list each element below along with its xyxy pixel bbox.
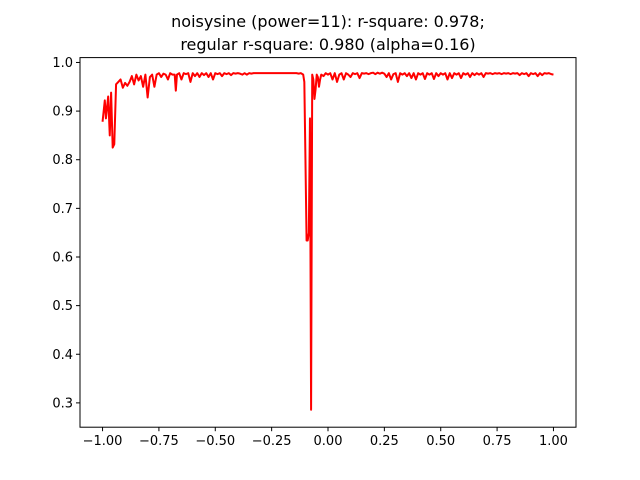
- x-tick-label: 0.00: [314, 434, 343, 449]
- y-tick-label: 0.9: [52, 105, 73, 120]
- x-axis: −1.00 −0.75 −0.50 −0.25 0.00 0.25 0.50 0.75 1.00: [83, 427, 568, 449]
- y-tick-label: 1.0: [52, 56, 73, 71]
- plot-area: [101, 71, 554, 411]
- x-tick-label: 0.25: [370, 434, 399, 449]
- x-tick-label: −0.25: [252, 434, 292, 449]
- y-tick-label: 0.3: [52, 396, 73, 411]
- y-tick-label: 0.5: [52, 299, 73, 314]
- chart-title-line-2: regular r-square: 0.980 (alpha=0.16): [180, 35, 475, 54]
- y-tick-label: 0.6: [52, 250, 73, 265]
- x-tick-label: −0.50: [195, 434, 235, 449]
- axes-frame: [79, 57, 577, 428]
- x-tick-label: 1.00: [539, 434, 568, 449]
- y-tick-label: 0.4: [52, 348, 73, 363]
- y-tick-label: 0.8: [52, 153, 73, 168]
- y-axis: 0.3 0.4 0.5 0.6 0.7 0.8 0.9 1.0: [52, 56, 80, 411]
- y-tick-label: 0.7: [52, 202, 73, 217]
- chart-title-line-1: noisysine (power=11): r-square: 0.978;: [171, 12, 485, 31]
- series-line-0: [101, 71, 554, 411]
- x-tick-label: −0.75: [139, 434, 179, 449]
- x-tick-label: 0.50: [426, 434, 455, 449]
- x-tick-label: −1.00: [83, 434, 123, 449]
- x-tick-label: 0.75: [483, 434, 512, 449]
